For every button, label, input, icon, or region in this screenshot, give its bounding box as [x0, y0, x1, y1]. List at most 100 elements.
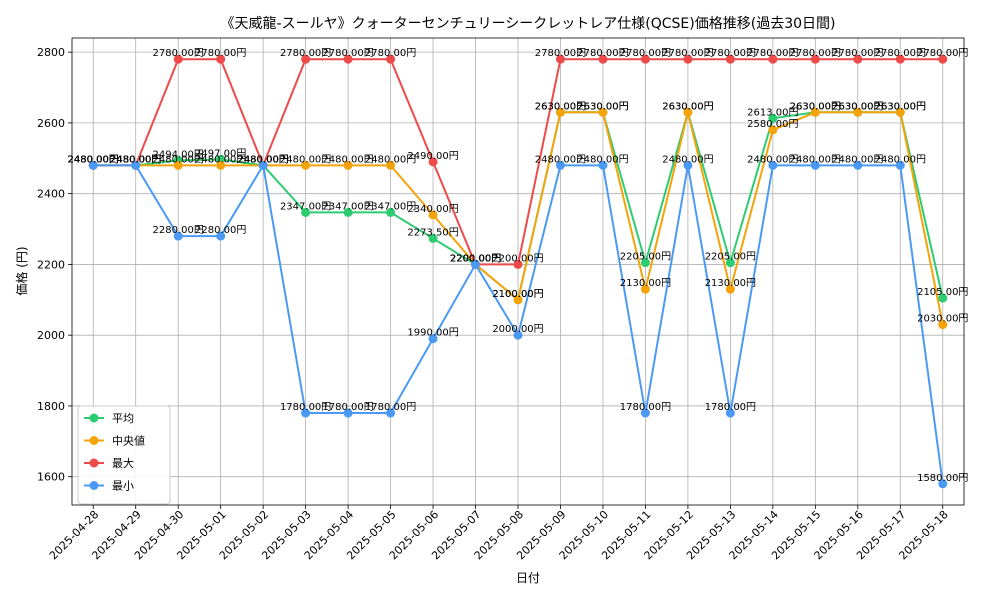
data-label: 2480.00円: [237, 154, 288, 165]
legend-label: 平均: [112, 412, 134, 425]
data-label: 2280.00円: [153, 225, 204, 236]
data-point: [301, 408, 311, 418]
legend-marker: [89, 458, 99, 468]
data-label: 2480.00円: [68, 154, 119, 165]
data-label: 2000.00円: [492, 324, 543, 335]
data-label: 2205.00円: [620, 252, 671, 263]
data-label: 2780.00円: [280, 48, 331, 59]
data-label: 2780.00円: [747, 48, 798, 59]
data-label: 2480.00円: [110, 154, 161, 165]
data-label: 2613.00円: [747, 107, 798, 118]
grid-layer: [72, 38, 964, 505]
data-label: 2480.00円: [832, 154, 883, 165]
data-point: [555, 107, 565, 117]
data-point: [640, 258, 650, 268]
data-label: 2205.00円: [705, 252, 756, 263]
data-label: 2490.00円: [407, 151, 458, 162]
data-label: 2480.00円: [747, 154, 798, 165]
y-axis-label: 価格 (円): [14, 246, 29, 295]
data-label: 2630.00円: [875, 101, 926, 112]
data-point: [513, 330, 523, 340]
legend-item: 最大: [84, 456, 134, 470]
legend-item: 最小: [84, 480, 134, 493]
data-label: 2347.00円: [365, 201, 416, 212]
data-label: 2480.00円: [237, 154, 288, 165]
data-label: 1580.00円: [917, 473, 968, 484]
data-point: [598, 54, 608, 64]
data-point: [640, 54, 650, 64]
data-label: 2630.00円: [662, 101, 713, 112]
data-label: 2630.00円: [790, 101, 841, 112]
data-point: [853, 160, 863, 170]
data-label: 1780.00円: [620, 402, 671, 413]
data-point: [88, 160, 98, 170]
data-point: [853, 54, 863, 64]
data-label: 2480.00円: [68, 154, 119, 165]
legend-box: [77, 405, 171, 505]
data-label: 2780.00円: [662, 48, 713, 59]
data-label: 2630.00円: [875, 101, 926, 112]
data-label: 2780.00円: [365, 48, 416, 59]
data-label: 2480.00円: [662, 154, 713, 165]
data-point: [725, 408, 735, 418]
y-tick-label: 2800: [37, 46, 65, 59]
data-point: [725, 284, 735, 294]
data-label: 2480.00円: [875, 154, 926, 165]
data-point: [471, 259, 481, 269]
data-point: [301, 54, 311, 64]
data-label: 2780.00円: [322, 48, 373, 59]
data-label: 2480.00円: [365, 154, 416, 165]
data-point: [343, 408, 353, 418]
data-label: 2497.00円: [195, 148, 246, 159]
data-point: [513, 295, 523, 305]
data-point: [386, 160, 396, 170]
data-label: 2780.00円: [153, 48, 204, 59]
data-label: 2480.00円: [110, 154, 161, 165]
legend-item: 中央値: [84, 435, 145, 448]
y-tick-label: 2400: [37, 188, 65, 201]
data-label: 1990.00円: [407, 328, 458, 339]
data-label: 2480.00円: [110, 154, 161, 165]
legend-label: 最小: [112, 480, 134, 493]
data-label: 2480.00円: [280, 154, 331, 165]
x-axis-label: 日付: [516, 571, 540, 585]
data-label: 2347.00円: [280, 201, 331, 212]
data-label: 2580.00円: [747, 119, 798, 130]
data-label: 2630.00円: [577, 101, 628, 112]
data-label: 2480.00円: [110, 154, 161, 165]
data-point: [895, 160, 905, 170]
data-point: [598, 107, 608, 117]
series-layer: [88, 54, 948, 489]
data-point: [640, 408, 650, 418]
data-label: 2480.00円: [322, 154, 373, 165]
data-label: 2480.00円: [68, 154, 119, 165]
data-label: 2480.00円: [237, 154, 288, 165]
data-label: 2630.00円: [832, 101, 883, 112]
data-point: [810, 160, 820, 170]
data-label: 2630.00円: [535, 101, 586, 112]
y-tick-label: 1800: [37, 400, 65, 413]
data-label: 2200.00円: [450, 253, 501, 264]
data-label: 2480.00円: [68, 154, 119, 165]
data-point: [598, 160, 608, 170]
data-point: [810, 107, 820, 117]
legend-label: 最大: [112, 456, 134, 470]
legend-marker: [89, 413, 99, 423]
data-point: [258, 160, 268, 170]
data-label: 2130.00円: [705, 278, 756, 289]
series-4: [88, 160, 948, 489]
data-point: [725, 258, 735, 268]
data-point: [895, 107, 905, 117]
data-label: 2780.00円: [790, 48, 841, 59]
data-label: 2480.00円: [790, 154, 841, 165]
data-label: 2780.00円: [577, 48, 628, 59]
data-point: [683, 107, 693, 117]
data-label: 2105.00円: [917, 287, 968, 298]
data-point: [216, 160, 226, 170]
data-point: [216, 54, 226, 64]
data-label: 2200.00円: [450, 253, 501, 264]
y-tick-label: 2200: [37, 258, 65, 271]
data-label: 1780.00円: [705, 402, 756, 413]
